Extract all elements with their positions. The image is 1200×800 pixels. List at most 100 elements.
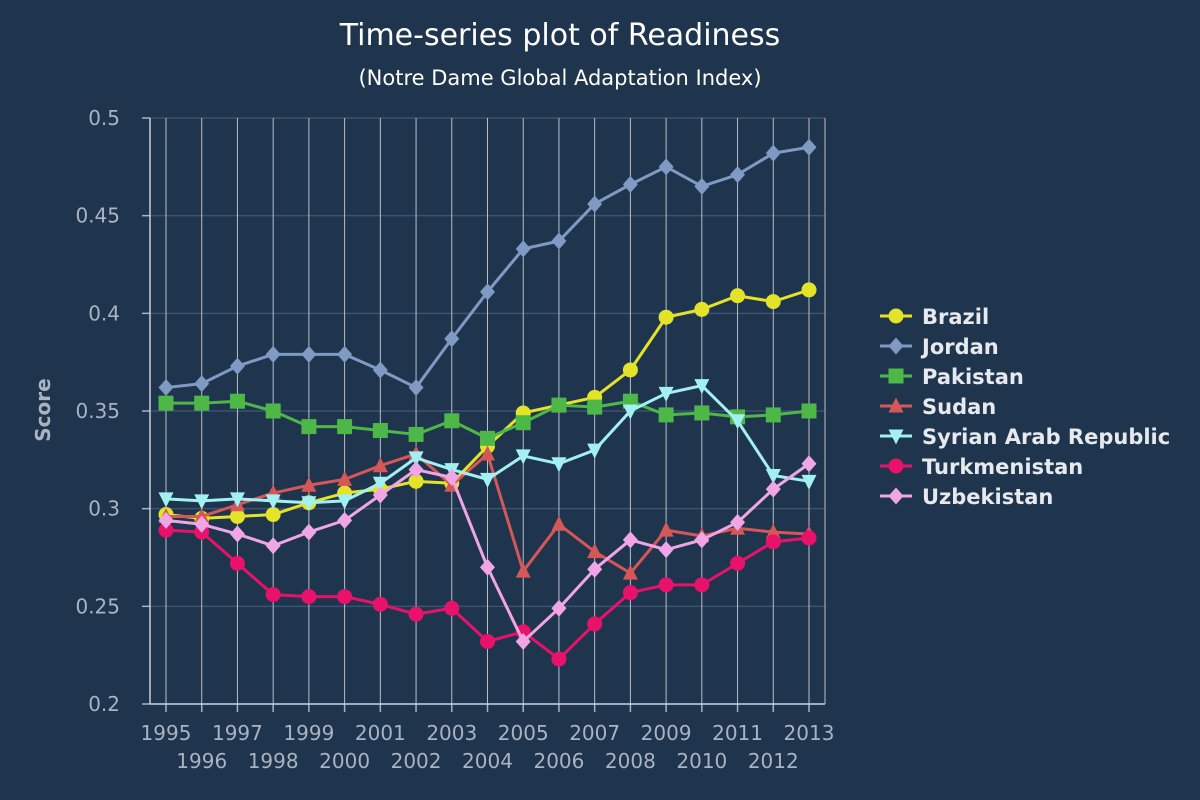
data-point	[551, 651, 567, 667]
legend-entry: Brazil	[880, 305, 989, 329]
x-tick-label: 2008	[605, 749, 656, 773]
data-point	[444, 600, 460, 616]
data-point	[194, 507, 210, 523]
legend-swatch-marker	[888, 487, 904, 505]
data-point	[229, 357, 245, 375]
data-point	[694, 379, 710, 395]
data-point	[372, 596, 388, 612]
x-tick-label: 2003	[426, 721, 477, 745]
legend-entry: Syrian Arab Republic	[880, 425, 1170, 449]
data-point	[658, 309, 674, 325]
data-point	[515, 449, 531, 465]
x-tick-label: 2009	[641, 721, 692, 745]
x-tick-label: 1995	[141, 721, 192, 745]
legend-entry: Turkmenistan	[880, 455, 1083, 479]
data-point	[658, 541, 674, 559]
x-tick-label: 2007	[569, 721, 620, 745]
data-point	[658, 521, 674, 537]
x-tick-label: 2004	[462, 749, 513, 773]
y-tick-label: 0.35	[75, 399, 120, 423]
data-point	[265, 537, 281, 555]
data-point	[444, 413, 460, 429]
series-jordan	[158, 138, 817, 397]
data-point	[408, 426, 424, 442]
data-point	[408, 461, 424, 479]
data-point	[551, 599, 567, 617]
data-point	[408, 473, 424, 489]
data-point	[408, 379, 424, 397]
data-point	[480, 430, 495, 446]
data-point	[194, 375, 210, 393]
data-point	[265, 403, 281, 419]
data-point	[372, 423, 388, 439]
data-point	[801, 403, 817, 419]
series-group	[158, 138, 817, 667]
data-point	[622, 404, 638, 420]
x-tick-label: 1997	[212, 721, 263, 745]
x-tick-label: 2006	[533, 749, 584, 773]
x-tick-label: 1998	[248, 749, 299, 773]
data-point	[730, 288, 746, 304]
data-point	[337, 419, 353, 435]
data-point	[480, 558, 495, 576]
data-point	[622, 175, 638, 193]
data-point	[444, 468, 460, 486]
legend-label: Brazil	[922, 305, 989, 329]
data-point	[765, 407, 781, 423]
data-point	[408, 451, 424, 467]
data-point	[587, 443, 603, 459]
data-point	[337, 494, 353, 510]
legend-swatch-marker	[888, 337, 904, 355]
legend-label: Uzbekistan	[922, 485, 1053, 509]
x-axis-ticks: 1995 1996 1997 1998 1999 2000 2001 2002 2003 2004…	[141, 721, 835, 773]
y-tick-label: 0.4	[88, 301, 120, 325]
data-point	[301, 589, 317, 605]
data-point	[587, 616, 603, 632]
data-point	[229, 508, 245, 524]
data-point	[265, 345, 281, 363]
data-point	[765, 523, 781, 539]
data-point	[730, 555, 746, 571]
data-point	[515, 632, 531, 650]
data-point	[444, 330, 460, 348]
data-point	[372, 476, 388, 492]
chart-title: Time-series plot of Readiness	[339, 18, 781, 53]
data-point	[694, 177, 710, 195]
data-point	[658, 386, 674, 402]
data-point	[265, 494, 281, 510]
data-point	[337, 345, 353, 363]
data-point	[587, 543, 603, 559]
data-point	[730, 414, 746, 430]
data-point	[301, 345, 317, 363]
data-point	[229, 525, 245, 543]
data-point	[229, 393, 245, 409]
data-point	[694, 531, 710, 549]
data-point	[408, 606, 424, 622]
legend-swatch-marker	[888, 429, 904, 445]
data-point	[765, 294, 781, 310]
series-uzbekistan	[158, 455, 817, 650]
x-tick-label: 2010	[676, 749, 727, 773]
x-tick-label: 1996	[176, 749, 227, 773]
data-point	[694, 301, 710, 317]
data-point	[372, 457, 388, 473]
axes	[142, 117, 826, 712]
data-point	[801, 530, 817, 546]
x-tick-label: 2001	[355, 721, 406, 745]
x-tick-label: 2000	[319, 749, 370, 773]
data-point	[765, 144, 781, 162]
x-tick-label: 1999	[283, 721, 334, 745]
data-point	[587, 560, 603, 578]
x-tick-label: 2005	[498, 721, 549, 745]
grid	[150, 117, 825, 705]
legend-label: Turkmenistan	[922, 455, 1083, 479]
data-point	[337, 511, 353, 529]
data-point	[337, 470, 353, 486]
data-point	[301, 523, 317, 541]
y-axis-ticks: 0.2 0.25 0.3 0.35 0.4 0.45 0.5	[75, 106, 120, 716]
legend: Brazil Jordan Pakistan Sudan Syrian Arab Rep…	[880, 305, 1170, 509]
data-point	[622, 531, 638, 549]
data-point	[801, 138, 817, 156]
